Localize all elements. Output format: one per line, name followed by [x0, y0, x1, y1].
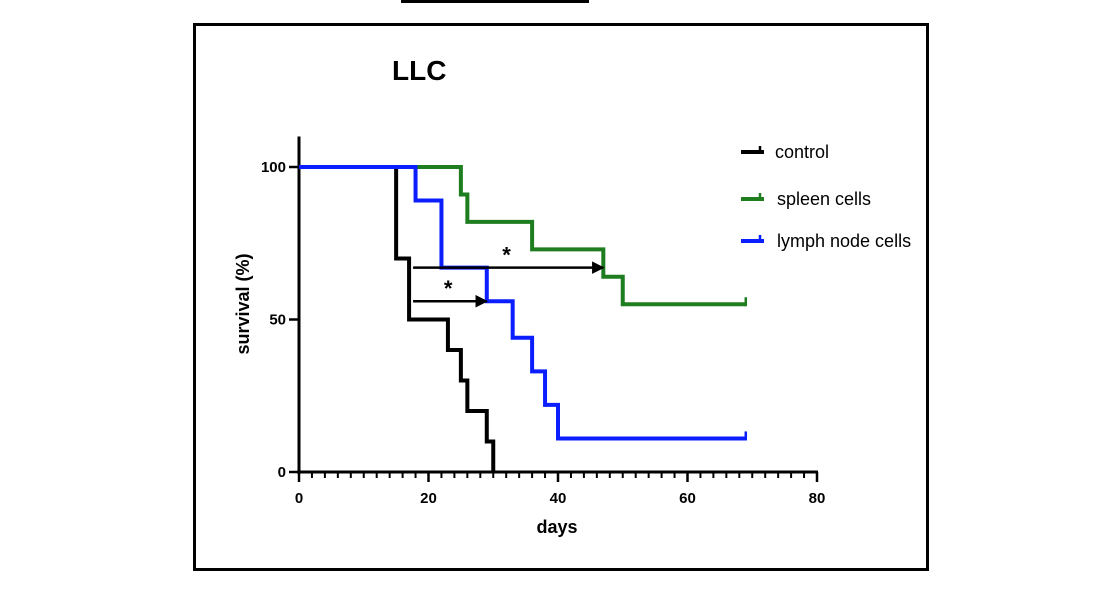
x-axis-title: days: [536, 517, 577, 537]
annotation-layer: **: [413, 243, 605, 308]
chart-title: LLC: [392, 55, 446, 86]
significance-asterisk: *: [444, 276, 453, 301]
series-line: [299, 165, 746, 441]
y-tick-label: 0: [278, 464, 286, 481]
legend-label: spleen cells: [777, 189, 871, 209]
legend: control spleen cells lymph node cells: [741, 142, 911, 251]
series-line: [299, 165, 496, 472]
legend-label: lymph node cells: [777, 231, 911, 251]
chart-frame: [193, 23, 929, 571]
legend-label: control: [775, 142, 829, 162]
x-tick-label: 60: [679, 490, 696, 507]
y-tick-label: 100: [261, 159, 286, 176]
series-layer: [299, 165, 748, 472]
x-tick-label: 40: [550, 490, 567, 507]
series-line: [299, 165, 746, 307]
x-tick-label: 0: [295, 490, 303, 507]
x-tick-label: 80: [809, 490, 826, 507]
y-tick-label: 50: [269, 312, 286, 329]
top-rule: [401, 0, 589, 3]
significance-asterisk: *: [502, 243, 511, 268]
axes: 0 20 40 60 80 0 50 100: [261, 136, 826, 507]
x-tick-label: 20: [420, 490, 437, 507]
y-axis-title: survival (%): [233, 253, 253, 354]
